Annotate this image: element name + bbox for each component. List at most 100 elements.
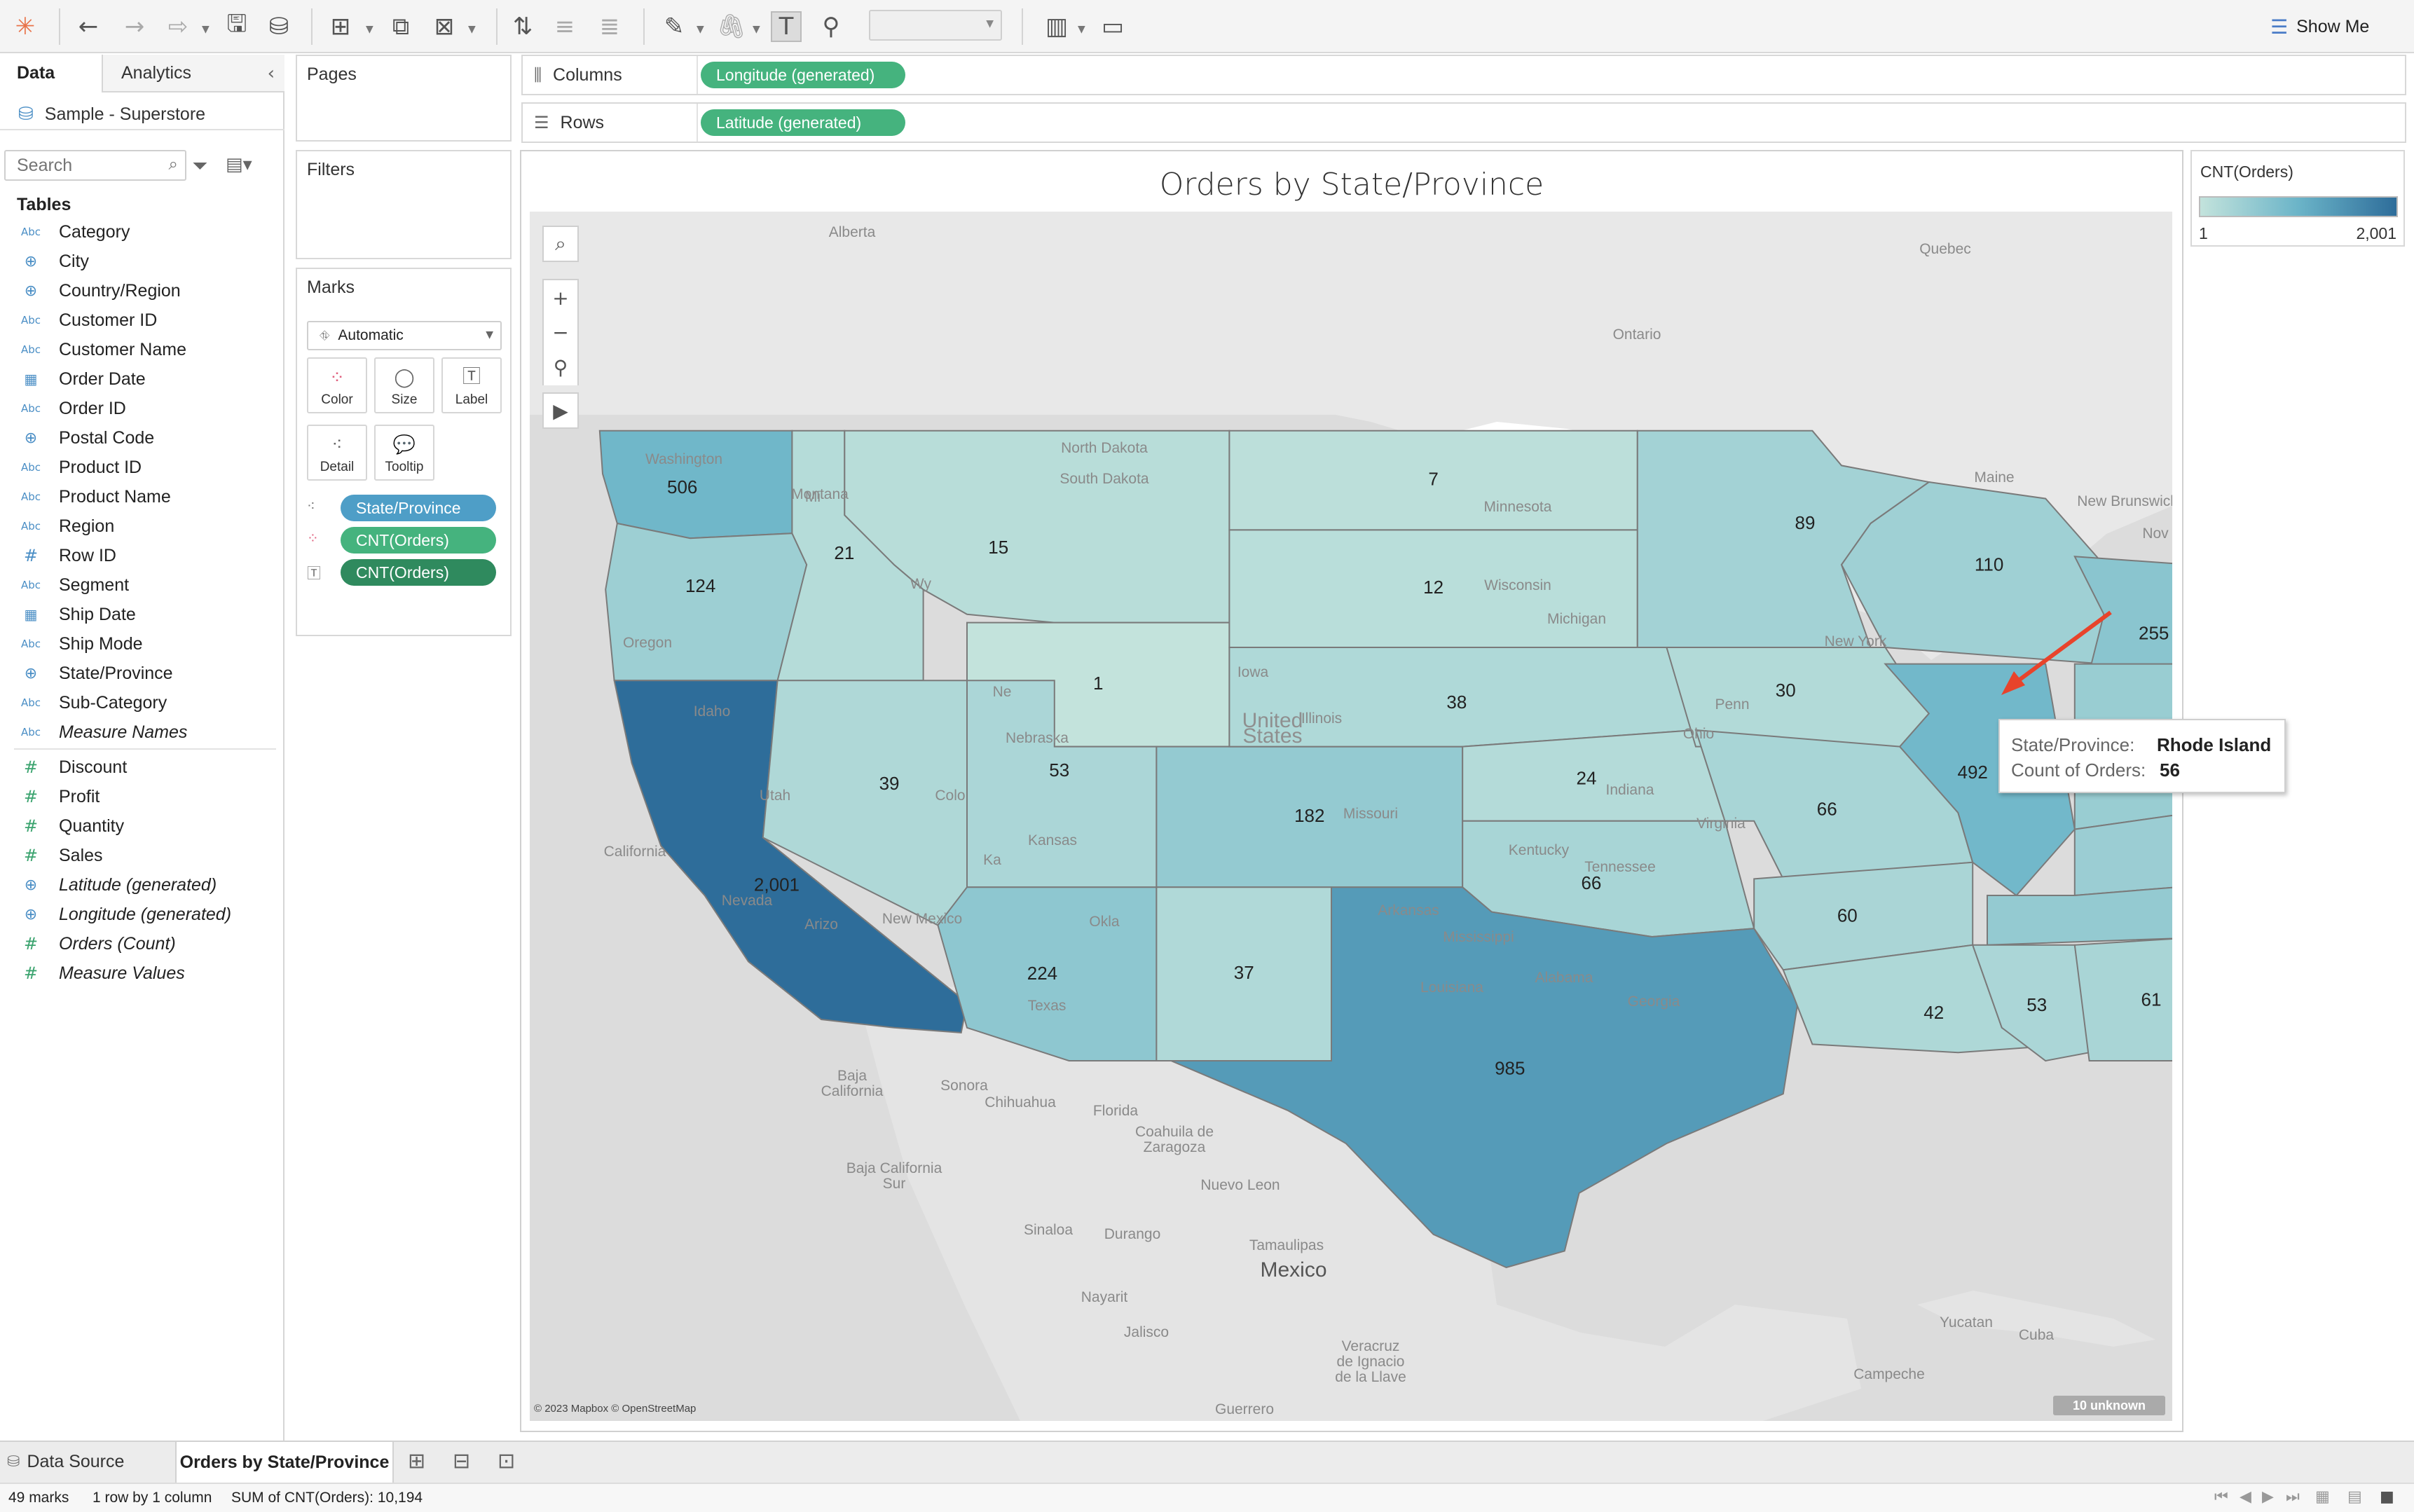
replay-icon[interactable]: ⇨ xyxy=(167,13,188,41)
new-datasource-icon[interactable]: ⛁ xyxy=(268,13,289,41)
presentation-mode-icon[interactable]: ▭ xyxy=(1101,13,1125,41)
field-item[interactable]: Abc Segment xyxy=(0,570,284,600)
label-button[interactable]: 🅃 Label xyxy=(441,357,502,413)
field-item[interactable]: Abc Sub-Category xyxy=(0,688,284,717)
color-legend[interactable]: CNT(Orders) 1 2,001 xyxy=(2190,150,2405,247)
field-item[interactable]: Abc Product Name xyxy=(0,482,284,511)
clear-sheet-icon[interactable]: ⊠ xyxy=(434,13,455,41)
field-item[interactable]: Abc Ship Mode xyxy=(0,629,284,659)
field-item[interactable]: ⊕ Longitude (generated) xyxy=(0,900,284,929)
field-item[interactable]: ⊕ Postal Code xyxy=(0,423,284,453)
sort-descending-icon[interactable]: ≣ xyxy=(599,13,620,41)
new-dashboard-icon[interactable]: ⊟ xyxy=(453,1449,471,1473)
chevron-down-icon[interactable]: ▼ xyxy=(468,24,476,35)
columns-shelf[interactable]: ⫼ Columns Longitude (generated) xyxy=(521,55,2406,95)
unknown-indicator[interactable]: 10 unknown xyxy=(2053,1396,2165,1415)
tooltip-button[interactable]: 💬 Tooltip xyxy=(374,425,434,481)
last-page-icon[interactable]: ⏭ xyxy=(2286,1488,2300,1506)
next-page-icon[interactable]: ▶ xyxy=(2262,1488,2274,1506)
detail-pill[interactable]: State/Province xyxy=(341,495,496,521)
swap-icon[interactable]: ⇅ xyxy=(512,13,533,41)
map-tools-button[interactable]: ▶ xyxy=(542,392,579,429)
field-item[interactable]: # Profit xyxy=(0,782,284,811)
pages-card[interactable]: Pages xyxy=(296,55,512,142)
field-item[interactable]: # Discount xyxy=(0,752,284,782)
state-or[interactable] xyxy=(605,522,808,682)
filter-icon[interactable]: ⏷ xyxy=(192,154,208,177)
chevron-down-icon[interactable]: ▼ xyxy=(1078,24,1085,35)
redo-icon[interactable]: → xyxy=(124,13,145,41)
mark-type-select[interactable]: ⛗ Automatic ▼ xyxy=(307,321,502,350)
state-tx[interactable] xyxy=(1170,886,1799,1269)
field-item[interactable]: # Orders (Count) xyxy=(0,929,284,958)
chevron-down-icon[interactable]: ▼ xyxy=(697,24,704,35)
sort-ascending-icon[interactable]: ≡ xyxy=(554,13,575,41)
grid-view-icon[interactable]: ▦ xyxy=(2315,1488,2330,1506)
state-al[interactable] xyxy=(2073,937,2172,1061)
field-item[interactable]: ⊕ State/Province xyxy=(0,659,284,688)
search-input[interactable] xyxy=(17,155,157,176)
field-item[interactable]: Abc Region xyxy=(0,511,284,541)
state-polygons[interactable] xyxy=(598,424,2172,1275)
field-item[interactable]: # Quantity xyxy=(0,811,284,841)
field-item[interactable]: Abc Measure Names xyxy=(0,717,284,747)
new-worksheet-icon[interactable]: ⊞ xyxy=(330,13,351,41)
new-story-icon[interactable]: ⊡ xyxy=(498,1449,516,1473)
map-attribution[interactable]: © 2023 Mapbox © OpenStreetMap xyxy=(534,1403,697,1415)
new-worksheet-icon[interactable]: ⊞ xyxy=(408,1449,426,1473)
zoom-out-button[interactable]: − xyxy=(542,314,579,350)
group-icon[interactable]: 🖇 xyxy=(716,13,747,41)
field-item[interactable]: Abc Category xyxy=(0,217,284,247)
field-item[interactable]: # Row ID xyxy=(0,541,284,570)
highlight-icon[interactable]: ✎ xyxy=(664,13,685,41)
tableau-logo-icon[interactable]: ✳ xyxy=(15,13,36,41)
zoom-in-button[interactable]: + xyxy=(542,279,579,315)
show-cards-icon[interactable]: ▥ xyxy=(1045,13,1069,41)
duplicate-icon[interactable]: ⧉ xyxy=(392,13,410,41)
field-item[interactable]: ⊕ City xyxy=(0,247,284,276)
pin-map-button[interactable]: ⚲ xyxy=(542,349,579,385)
field-item[interactable]: Abc Order ID xyxy=(0,394,284,423)
color-button[interactable]: ⁘ Color xyxy=(307,357,367,413)
first-page-icon[interactable]: ⏮ xyxy=(2214,1488,2228,1506)
latitude-pill[interactable]: Latitude (generated) xyxy=(701,109,905,136)
collapse-pane-icon[interactable]: ‹ xyxy=(267,63,275,84)
state-ms[interactable] xyxy=(1971,944,2090,1062)
field-item[interactable]: ⊕ Latitude (generated) xyxy=(0,870,284,900)
tab-analytics[interactable]: Analytics ‹ xyxy=(102,55,284,92)
fit-select[interactable]: ▼ xyxy=(869,10,1002,41)
save-icon[interactable]: 🖫 xyxy=(226,9,247,38)
field-item[interactable]: ⊕ Country/Region xyxy=(0,276,284,305)
field-item[interactable]: Abc Product ID xyxy=(0,453,284,482)
chevron-down-icon[interactable]: ▼ xyxy=(366,24,373,35)
size-button[interactable]: ◯ Size xyxy=(374,357,434,413)
fix-axes-icon[interactable]: ⚲ xyxy=(822,13,840,41)
map-search-button[interactable]: ⌕ xyxy=(542,226,579,262)
tab-sheet[interactable]: Orders by State/Province xyxy=(175,1442,394,1483)
tab-data[interactable]: Data xyxy=(0,55,102,92)
longitude-pill[interactable]: Longitude (generated) xyxy=(701,62,905,88)
undo-icon[interactable]: ← xyxy=(78,13,99,41)
filters-card[interactable]: Filters xyxy=(296,150,512,259)
search-field[interactable]: ⌕ xyxy=(4,150,186,181)
tab-view-icon[interactable]: ■ xyxy=(2380,1488,2394,1506)
show-labels-icon[interactable]: T xyxy=(771,11,802,42)
show-me-button[interactable]: ☰ Show Me xyxy=(2270,13,2369,41)
field-item[interactable]: Abc Customer Name xyxy=(0,335,284,364)
chevron-down-icon[interactable]: ▼ xyxy=(753,24,760,35)
view-options-icon[interactable]: ▤▾ xyxy=(226,154,252,175)
datasource-item[interactable]: ⛁ Sample - Superstore xyxy=(0,99,284,130)
field-item[interactable]: ▦ Order Date xyxy=(0,364,284,394)
field-item[interactable]: Abc Customer ID xyxy=(0,305,284,335)
chevron-down-icon[interactable]: ▼ xyxy=(202,24,210,35)
filmstrip-view-icon[interactable]: ▤ xyxy=(2347,1488,2362,1506)
field-item[interactable]: # Sales xyxy=(0,841,284,870)
detail-button[interactable]: ⁖ Detail xyxy=(307,425,367,481)
field-item[interactable]: ▦ Ship Date xyxy=(0,600,284,629)
field-item[interactable]: # Measure Values xyxy=(0,958,284,988)
rows-shelf[interactable]: ☰ Rows Latitude (generated) xyxy=(521,102,2406,143)
tab-data-source[interactable]: ⛁ Data Source xyxy=(0,1442,124,1481)
prev-page-icon[interactable]: ◀ xyxy=(2240,1488,2251,1506)
map[interactable]: Alberta Quebec Ontario New Brunswick Nov Unit… xyxy=(530,212,2172,1421)
color-pill[interactable]: CNT(Orders) xyxy=(341,527,496,554)
